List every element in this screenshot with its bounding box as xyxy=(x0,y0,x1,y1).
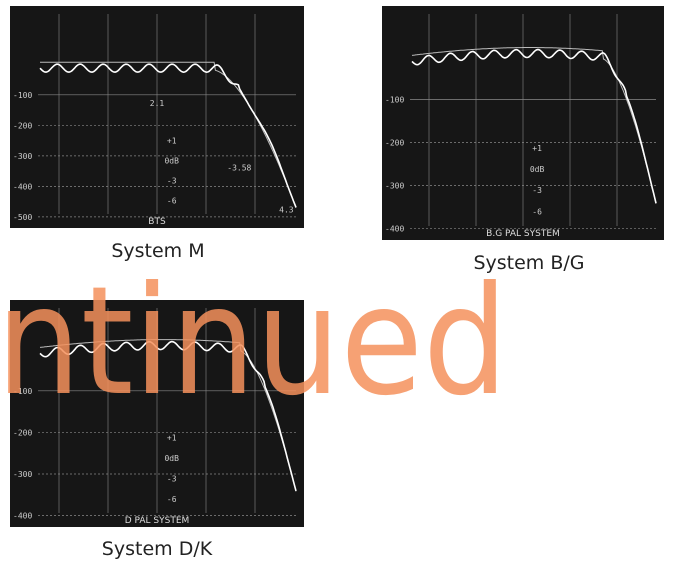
scale-mark: +1 xyxy=(167,434,177,443)
scale-mark: -3 xyxy=(532,186,542,195)
scope-label: D PAL SYSTEM xyxy=(125,516,190,526)
scale-label: -100 xyxy=(385,96,404,105)
scale-label: -300 xyxy=(13,470,32,479)
scale-mark: -3 xyxy=(167,177,177,186)
scale-label: -400 xyxy=(13,512,32,521)
scale-mark: -3 xyxy=(167,475,177,484)
scale-label: -100 xyxy=(13,91,32,100)
scale-label: -300 xyxy=(385,181,404,190)
page: -100 -200 -300 -400 -500 +1 0dB -3 -6 -3.58 2.1 4.3… xyxy=(0,0,680,561)
scale-label: -400 xyxy=(13,182,32,191)
scale-label: -200 xyxy=(13,428,32,437)
scale-mark: -3.58 xyxy=(227,163,251,172)
scale-mark: -6 xyxy=(167,495,177,504)
caption: System D/K xyxy=(102,538,213,560)
watermark: ntinued xyxy=(0,255,508,429)
scale-mark: -6 xyxy=(167,197,177,206)
scale-mark: 0dB xyxy=(164,454,179,463)
scope-label: BTS xyxy=(148,217,166,227)
scale-mark: 4.3 xyxy=(279,205,294,214)
scale-label: -300 xyxy=(13,152,32,161)
scale-mark: +1 xyxy=(167,137,177,146)
scale-label: -400 xyxy=(385,224,404,233)
scale-mark: -6 xyxy=(532,207,542,216)
scope-label: B.G PAL SYSTEM xyxy=(486,229,560,239)
scale-mark: 2.1 xyxy=(150,99,165,108)
scale-label: -500 xyxy=(13,213,32,222)
scale-mark: 0dB xyxy=(530,165,545,174)
scope-panel: -100 -200 -300 -400 -500 +1 0dB -3 -6 -3.58 2.1 4.3… xyxy=(10,6,304,262)
scale-label: -200 xyxy=(13,121,32,130)
scale-mark: 0dB xyxy=(164,157,179,166)
scale-label: -200 xyxy=(385,139,404,148)
scale-mark: +1 xyxy=(532,144,542,153)
